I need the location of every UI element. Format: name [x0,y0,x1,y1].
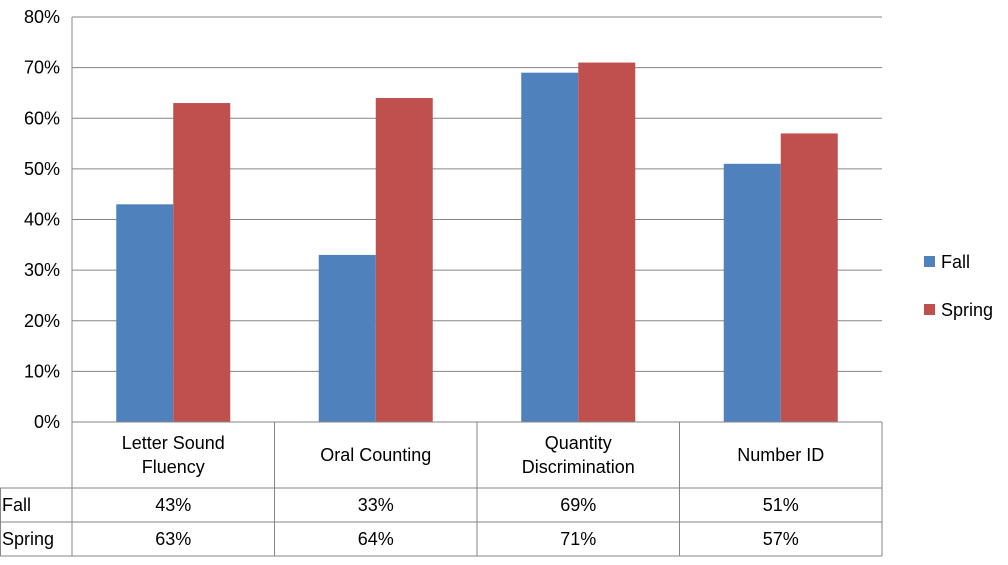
bars [116,62,838,422]
legend-swatch-fall [924,256,935,267]
category-label: Oral Counting [320,445,431,465]
data-table: Letter Sound Fluency Oral Counting Quantity… [0,421,883,557]
table-row-header-fall: Fall [2,495,31,515]
bar-fall-2 [521,72,579,422]
category-label: Number ID [737,445,824,465]
data-label: 63% [155,529,191,549]
y-tick-label: 80% [24,7,60,27]
bar-spring-0 [173,103,231,422]
data-label: 57% [763,529,799,549]
data-label: 51% [763,495,799,515]
y-tick-label: 30% [24,260,60,280]
table-row-header-spring: Spring [2,529,54,549]
category-label: Fluency [142,457,205,477]
data-label: 33% [358,495,394,515]
data-label: 64% [358,529,394,549]
bar-spring-2 [578,62,636,422]
category-label: Discrimination [522,457,635,477]
bar-fall-3 [723,163,781,422]
y-tick-label: 60% [24,108,60,128]
data-label: 71% [560,529,596,549]
data-label: 43% [155,495,191,515]
legend: Fall Spring [924,252,993,320]
legend-label-fall: Fall [941,252,970,272]
y-tick-label: 10% [24,361,60,381]
y-axis-tick-labels: 0% 10% 20% 30% 40% 50% 60% 70% 80% [24,7,60,432]
y-tick-label: 50% [24,159,60,179]
y-tick-label: 0% [34,412,60,432]
bar-fall-0 [116,204,174,422]
category-label: Letter Sound [122,433,225,453]
y-tick-label: 20% [24,311,60,331]
legend-label-spring: Spring [941,300,993,320]
category-label: Quantity [545,433,612,453]
bar-fall-1 [318,254,376,422]
bar-spring-3 [780,133,838,422]
legend-swatch-spring [924,304,935,315]
data-label: 69% [560,495,596,515]
y-tick-label: 70% [24,58,60,78]
bar-spring-1 [375,98,433,422]
y-tick-label: 40% [24,210,60,230]
